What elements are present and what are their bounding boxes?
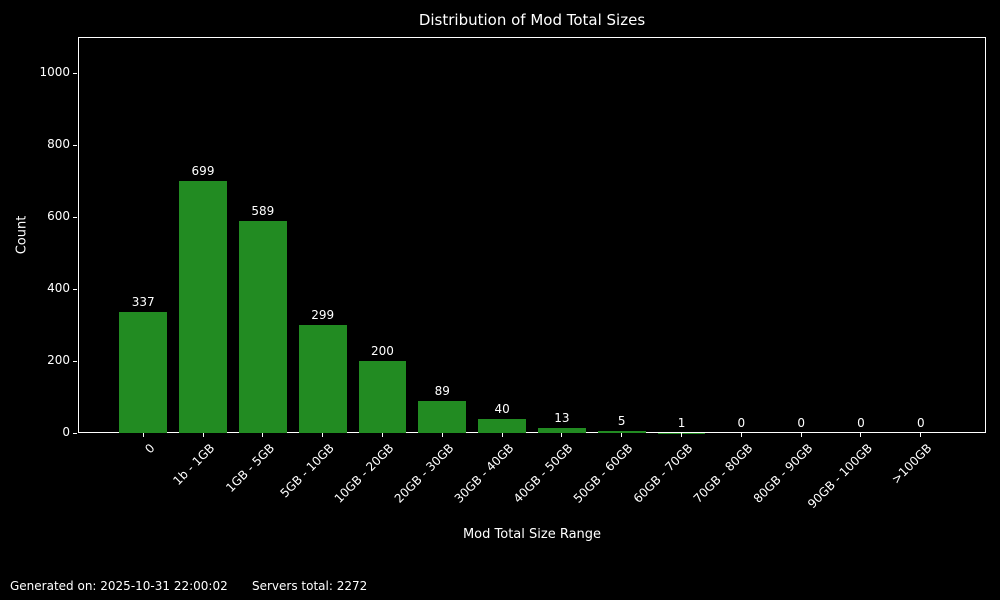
x-tick-label: 1b - 1GB — [169, 441, 217, 488]
x-tick-mark — [322, 433, 324, 437]
bar-value-label: 1 — [677, 415, 686, 430]
x-tick-mark — [800, 433, 802, 437]
x-tick-label: 50GB - 60GB — [570, 441, 636, 506]
bar — [298, 325, 347, 433]
bar-value-label: 699 — [191, 164, 215, 179]
chart-title: Distribution of Mod Total Sizes — [418, 11, 646, 29]
x-axis-label: Mod Total Size Range — [462, 527, 602, 542]
y-tick-label: 1000 — [39, 65, 70, 79]
x-tick-mark — [561, 433, 563, 437]
x-tick-mark — [202, 433, 204, 437]
bar-value-label: 0 — [857, 416, 865, 430]
y-tick-label: 400 — [47, 281, 70, 295]
y-tick-label: 600 — [47, 209, 70, 223]
y-tick-mark — [73, 216, 77, 218]
x-tick-mark — [621, 433, 623, 437]
bar-value-label: 5 — [617, 414, 626, 429]
y-tick-mark — [73, 288, 77, 290]
bar — [358, 361, 407, 433]
y-tick-mark — [73, 144, 77, 146]
x-tick-label: 40GB - 50GB — [511, 441, 576, 506]
bar-value-label: 337 — [131, 294, 155, 309]
bar-value-label: 89 — [434, 383, 450, 398]
bar — [238, 220, 287, 433]
y-tick-label: 200 — [47, 353, 70, 367]
x-tick-label: 60GB - 70GB — [630, 441, 696, 506]
bar-value-label: 40 — [494, 401, 510, 416]
x-tick-label: 10GB - 20GB — [331, 441, 397, 506]
y-axis-label: Count — [14, 215, 30, 255]
bar-value-label: 589 — [251, 203, 275, 218]
bar — [478, 418, 526, 433]
x-tick-mark — [681, 433, 683, 437]
bar — [418, 400, 467, 433]
generated-timestamp: Generated on: 2025-10-31 22:00:02 — [10, 579, 228, 593]
x-tick-mark — [441, 433, 443, 437]
x-tick-label: 80GB - 90GB — [750, 441, 816, 506]
bar — [537, 428, 586, 433]
bar — [119, 311, 168, 433]
bar-value-label: 299 — [311, 308, 335, 323]
bar-value-label: 200 — [371, 344, 394, 358]
plot-area — [78, 37, 986, 433]
servers-total: Servers total: 2272 — [252, 579, 368, 593]
y-tick-mark — [73, 360, 77, 362]
bar-value-label: 0 — [797, 416, 805, 430]
x-tick-mark — [262, 433, 264, 437]
x-tick-label: 0 — [141, 441, 158, 457]
x-tick-label: 70GB - 80GB — [690, 441, 756, 506]
x-tick-mark — [740, 433, 742, 437]
x-tick-mark — [501, 433, 503, 437]
y-tick-label: 800 — [47, 137, 70, 151]
x-tick-label: 5GB - 10GB — [277, 441, 337, 501]
x-tick-label: 1GB - 5GB — [222, 441, 277, 495]
bar-value-label: 0 — [916, 416, 925, 430]
x-tick-mark — [920, 433, 922, 437]
x-tick-label: 90GB - 100GB — [804, 441, 875, 512]
bar-value-label: 13 — [554, 411, 570, 426]
x-tick-mark — [142, 433, 144, 437]
y-tick-mark — [73, 72, 77, 74]
y-tick-label: 0 — [62, 425, 70, 439]
x-tick-mark — [381, 433, 383, 437]
y-tick-mark — [73, 432, 77, 434]
x-tick-label: 30GB - 40GB — [451, 441, 516, 506]
x-tick-label: >100GB — [889, 441, 935, 487]
bar-value-label: 0 — [737, 416, 746, 430]
x-tick-label: 20GB - 30GB — [391, 441, 457, 506]
bar — [179, 181, 227, 433]
bar — [597, 431, 646, 433]
x-tick-mark — [860, 433, 862, 437]
